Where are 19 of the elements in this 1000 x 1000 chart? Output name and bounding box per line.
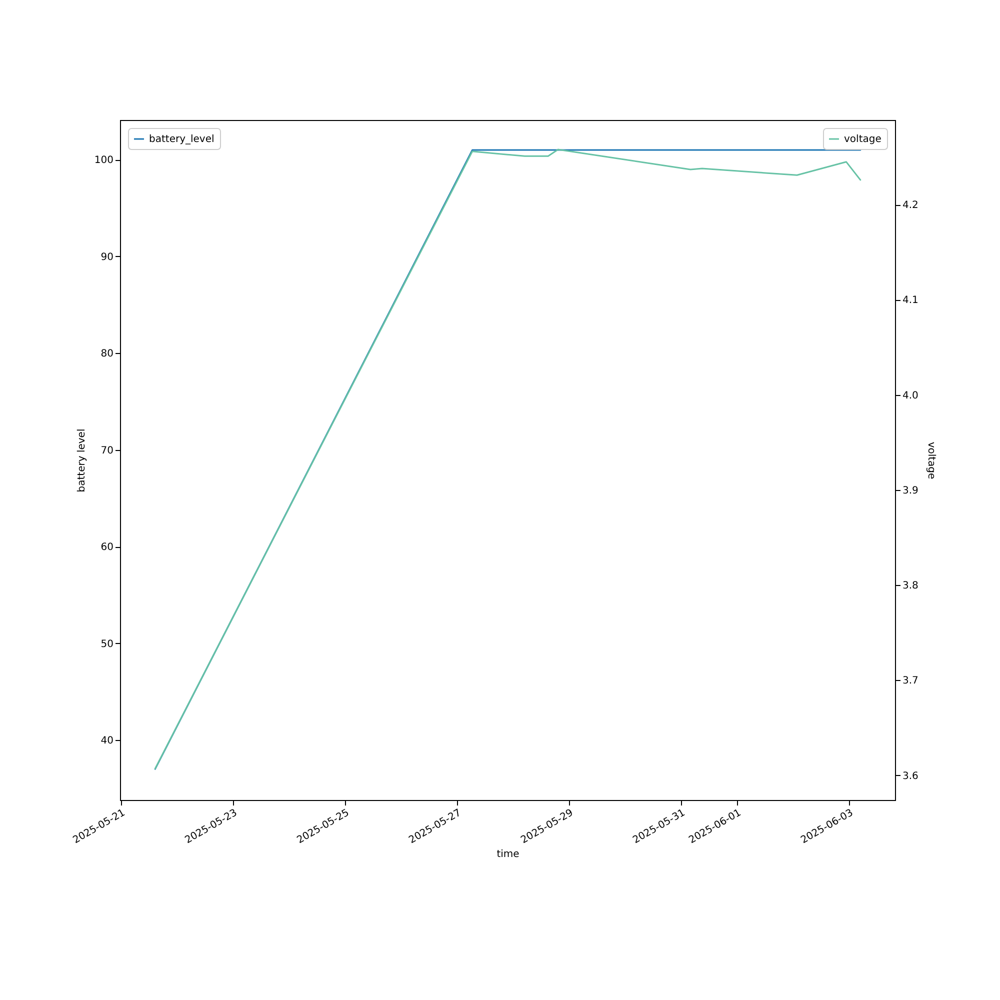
y-axis-title: battery level xyxy=(76,428,88,492)
y2-tick-label: 3.6 xyxy=(902,770,918,782)
y-tick-label: 50 xyxy=(100,638,114,650)
y2-axis-title: voltage xyxy=(925,442,936,480)
legend-label: voltage xyxy=(844,134,882,145)
y-tick-label: 100 xyxy=(94,155,114,166)
y-tick-label: 80 xyxy=(100,348,114,360)
y2-tick-label: 4.1 xyxy=(902,295,918,306)
y-tick-label: 90 xyxy=(100,252,114,263)
y-tick-label: 70 xyxy=(100,445,114,456)
y2-tick-label: 3.9 xyxy=(902,485,918,496)
legend-label: battery_level xyxy=(149,134,214,145)
y2-tick-label: 4.0 xyxy=(902,390,918,402)
y2-tick-label: 3.8 xyxy=(902,580,918,592)
y2-tick-label: 4.2 xyxy=(902,200,918,212)
y-tick-label: 60 xyxy=(100,542,114,554)
x-axis-title: time xyxy=(496,849,520,860)
y2-tick-label: 3.7 xyxy=(902,676,918,687)
y-tick-label: 40 xyxy=(100,736,114,747)
